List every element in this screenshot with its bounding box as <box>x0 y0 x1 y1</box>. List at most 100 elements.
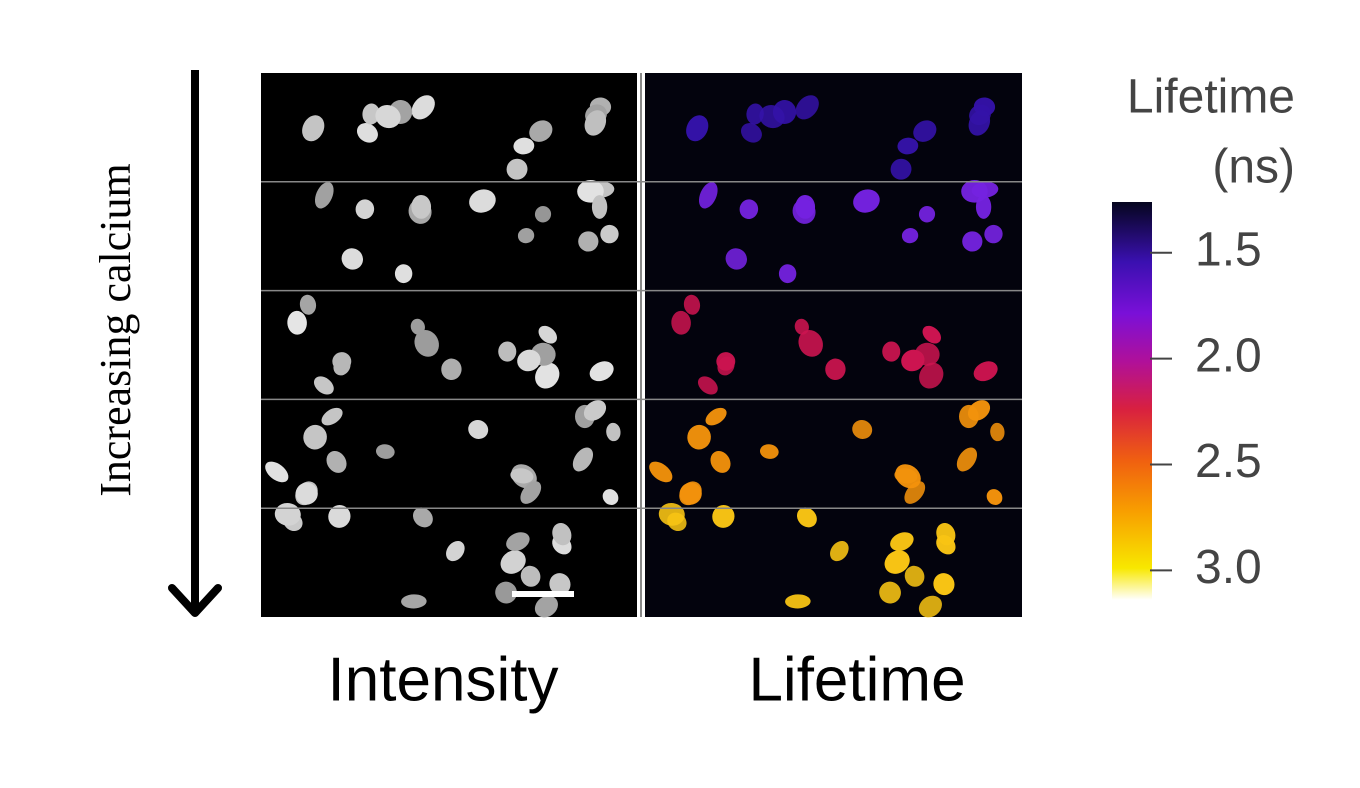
nucleus <box>796 507 817 528</box>
nucleus <box>606 422 621 442</box>
nucleus <box>975 195 992 219</box>
nucleus <box>314 182 334 209</box>
nucleus <box>901 349 925 372</box>
nucleus <box>535 362 560 389</box>
nucleus <box>589 361 614 382</box>
nucleus <box>918 595 942 618</box>
nucleus <box>679 482 702 505</box>
nucleus <box>705 407 727 426</box>
nucleus <box>356 123 378 143</box>
nucleus <box>513 137 535 155</box>
row-separators <box>261 181 1022 509</box>
nucleus <box>671 310 691 335</box>
nucleus <box>469 189 496 213</box>
nucleus <box>295 482 318 505</box>
nucleus <box>600 224 619 244</box>
nucleus <box>534 595 558 618</box>
nucleus <box>362 103 380 125</box>
nucleus <box>852 420 873 439</box>
nucleus <box>683 294 701 315</box>
nucleus <box>712 505 735 528</box>
nucleus <box>602 489 619 505</box>
arrow-head <box>168 584 222 617</box>
nucleus <box>529 120 553 142</box>
nucleus <box>414 329 439 357</box>
nucleus <box>538 325 558 344</box>
nucleus <box>313 376 334 395</box>
nucleus <box>919 362 944 389</box>
nucleus <box>913 120 937 142</box>
nucleus <box>825 358 846 381</box>
nucleus <box>549 573 571 596</box>
nucleus <box>572 447 594 472</box>
nucleus <box>879 581 901 604</box>
intensity-panel <box>261 73 637 617</box>
nucleus <box>798 329 823 357</box>
nucleus <box>894 468 918 484</box>
nucleus <box>517 228 535 244</box>
column-label: Intensity <box>328 645 559 714</box>
nucleus <box>394 264 413 284</box>
column-label: Lifetime <box>748 645 965 714</box>
nucleus <box>649 461 673 483</box>
nucleus <box>830 540 849 562</box>
nucleus <box>759 444 779 459</box>
nucleus <box>697 376 718 395</box>
nucleus <box>904 481 926 504</box>
nucleus <box>897 137 919 155</box>
nucleus <box>933 573 955 596</box>
nucleus <box>412 507 433 528</box>
nucleus <box>725 248 748 270</box>
nucleus <box>375 105 401 129</box>
colorbar-title: Lifetime <box>1127 71 1295 124</box>
nucleus <box>287 310 307 335</box>
nucleus <box>355 199 375 219</box>
colorbar <box>1112 202 1152 600</box>
nucleus <box>687 424 711 450</box>
nucleus <box>759 105 785 129</box>
nucleus <box>956 447 978 472</box>
nucleus <box>326 451 347 473</box>
nucleus <box>591 195 608 219</box>
nucleus <box>495 581 517 604</box>
nucleus <box>710 451 731 473</box>
nucleus <box>795 95 819 120</box>
nucleus <box>552 522 572 546</box>
nucleus <box>498 341 517 362</box>
nucleus <box>740 123 762 143</box>
nucleus <box>468 420 489 439</box>
nucleus <box>986 489 1003 505</box>
nucleus <box>401 594 427 609</box>
nucleus <box>778 264 797 284</box>
nucleus <box>904 565 925 587</box>
cells <box>265 95 1005 618</box>
nucleus <box>341 248 364 270</box>
nucleus <box>500 550 526 574</box>
nucleus <box>510 468 534 484</box>
nucleus <box>534 206 552 223</box>
nucleus <box>882 341 901 362</box>
nucleus <box>739 199 759 219</box>
nucleus <box>506 158 528 180</box>
nucleus <box>506 532 530 551</box>
nucleus <box>411 95 435 120</box>
nucleus <box>578 231 599 252</box>
nucleus <box>332 352 352 371</box>
nucleus <box>884 550 910 574</box>
nucleus <box>716 352 736 371</box>
nucleus <box>901 228 919 244</box>
nucleus <box>785 594 811 609</box>
nucleus <box>918 206 936 223</box>
nucleus <box>299 294 317 315</box>
colorbar-tick-label: 1.5 <box>1195 223 1262 276</box>
nucleus <box>962 231 983 252</box>
nucleus <box>968 110 991 136</box>
nucleus <box>686 115 709 142</box>
nucleus <box>520 565 541 587</box>
nucleus <box>973 361 998 382</box>
nucleus <box>303 424 327 450</box>
side-label: Increasing calcium <box>91 163 140 497</box>
colorbar-tick-label: 2.0 <box>1195 329 1262 382</box>
nucleus <box>411 194 432 219</box>
